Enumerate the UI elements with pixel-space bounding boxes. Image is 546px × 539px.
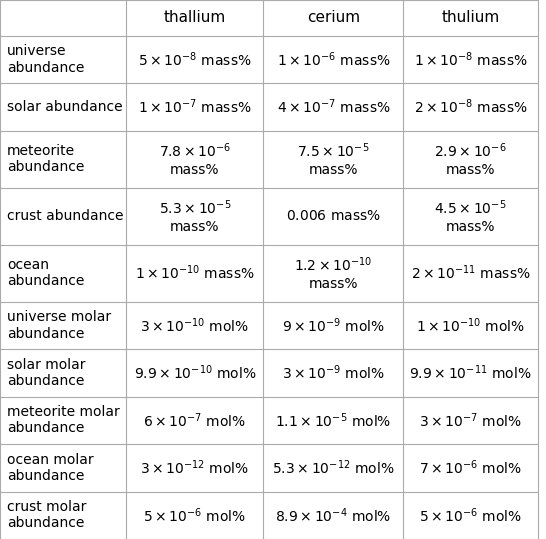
Text: crust molar
abundance: crust molar abundance	[7, 500, 86, 530]
Text: $7.8\times10^{-6}$
mass%: $7.8\times10^{-6}$ mass%	[159, 142, 231, 177]
Text: cerium: cerium	[307, 10, 360, 25]
Text: $3\times10^{-7}$ mol%: $3\times10^{-7}$ mol%	[419, 411, 522, 430]
Text: $7\times10^{-6}$ mol%: $7\times10^{-6}$ mol%	[419, 459, 522, 477]
Text: $2\times10^{-11}$ mass%: $2\times10^{-11}$ mass%	[411, 264, 530, 282]
Text: $1\times10^{-8}$ mass%: $1\times10^{-8}$ mass%	[414, 50, 527, 69]
Text: $5\times10^{-6}$ mol%: $5\times10^{-6}$ mol%	[419, 506, 522, 524]
Text: solar abundance: solar abundance	[7, 100, 123, 114]
Text: $4.5\times10^{-5}$
mass%: $4.5\times10^{-5}$ mass%	[434, 199, 507, 233]
Text: solar molar
abundance: solar molar abundance	[7, 358, 86, 388]
Text: universe
abundance: universe abundance	[7, 45, 85, 75]
Text: $1\times10^{-7}$ mass%: $1\times10^{-7}$ mass%	[138, 98, 252, 116]
Text: $3\times10^{-9}$ mol%: $3\times10^{-9}$ mol%	[282, 364, 385, 382]
Text: $3\times10^{-10}$ mol%: $3\times10^{-10}$ mol%	[140, 316, 250, 335]
Text: $1\times10^{-6}$ mass%: $1\times10^{-6}$ mass%	[276, 50, 390, 69]
Text: $1\times10^{-10}$ mol%: $1\times10^{-10}$ mol%	[416, 316, 525, 335]
Text: $5.3\times10^{-12}$ mol%: $5.3\times10^{-12}$ mol%	[272, 459, 395, 477]
Text: $1\times10^{-10}$ mass%: $1\times10^{-10}$ mass%	[135, 264, 255, 282]
Text: $3\times10^{-12}$ mol%: $3\times10^{-12}$ mol%	[140, 459, 250, 477]
Text: $5.3\times10^{-5}$
mass%: $5.3\times10^{-5}$ mass%	[159, 199, 231, 233]
Text: $9.9\times10^{-11}$ mol%: $9.9\times10^{-11}$ mol%	[410, 364, 532, 382]
Text: $2.9\times10^{-6}$
mass%: $2.9\times10^{-6}$ mass%	[434, 142, 507, 177]
Text: meteorite
abundance: meteorite abundance	[7, 144, 85, 175]
Text: $9\times10^{-9}$ mol%: $9\times10^{-9}$ mol%	[282, 316, 385, 335]
Text: universe molar
abundance: universe molar abundance	[7, 310, 111, 341]
Text: crust abundance: crust abundance	[7, 209, 123, 223]
Text: $5\times10^{-6}$ mol%: $5\times10^{-6}$ mol%	[144, 506, 246, 524]
Text: $4\times10^{-7}$ mass%: $4\times10^{-7}$ mass%	[276, 98, 390, 116]
Text: $8.9\times10^{-4}$ mol%: $8.9\times10^{-4}$ mol%	[275, 506, 391, 524]
Text: thallium: thallium	[164, 10, 226, 25]
Text: ocean
abundance: ocean abundance	[7, 258, 85, 288]
Text: $7.5\times10^{-5}$
mass%: $7.5\times10^{-5}$ mass%	[297, 142, 370, 177]
Text: thulium: thulium	[441, 10, 500, 25]
Text: $9.9\times10^{-10}$ mol%: $9.9\times10^{-10}$ mol%	[134, 364, 256, 382]
Text: $2\times10^{-8}$ mass%: $2\times10^{-8}$ mass%	[414, 98, 527, 116]
Text: $1.1\times10^{-5}$ mol%: $1.1\times10^{-5}$ mol%	[275, 411, 391, 430]
Text: $0.006$ mass%: $0.006$ mass%	[286, 209, 381, 223]
Text: $1.2\times10^{-10}$
mass%: $1.2\times10^{-10}$ mass%	[294, 256, 372, 291]
Text: meteorite molar
abundance: meteorite molar abundance	[7, 405, 120, 436]
Text: ocean molar
abundance: ocean molar abundance	[7, 453, 93, 483]
Text: $6\times10^{-7}$ mol%: $6\times10^{-7}$ mol%	[144, 411, 246, 430]
Text: $5\times10^{-8}$ mass%: $5\times10^{-8}$ mass%	[138, 50, 252, 69]
